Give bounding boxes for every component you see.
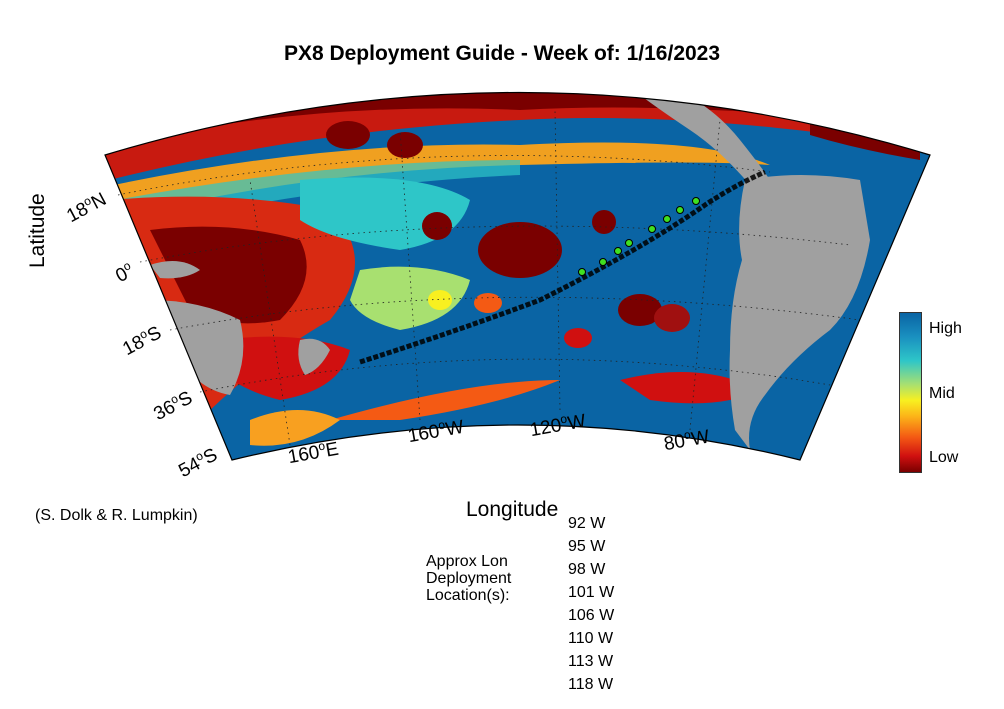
deployment-point [663, 215, 671, 223]
deployment-point [578, 268, 586, 276]
y-axis-label: Latitude [26, 193, 49, 268]
colorbar-mid-label: Mid [929, 385, 955, 402]
x-axis-label: Longitude [466, 498, 559, 521]
colorbar-high-label: High [929, 320, 962, 337]
ocean-map [104, 91, 931, 461]
deployment-longitude: 110 W [568, 630, 614, 647]
colorbar-low-label: Low [929, 449, 959, 466]
graticule [117, 109, 861, 446]
deployment-point [599, 258, 607, 266]
deployment-point [676, 206, 684, 214]
deployment-label: Approx Lon Deployment Location(s): [426, 553, 511, 604]
deployment-longitude: 92 W [568, 515, 606, 532]
colorbar [899, 312, 922, 473]
deployment-label-line: Deployment [426, 570, 512, 587]
deployment-longitude: 106 W [568, 607, 615, 624]
deployment-point [614, 247, 622, 255]
deployment-longitude: 95 W [568, 538, 606, 555]
deployment-points [578, 197, 700, 276]
deployment-label-line: Location(s): [426, 587, 510, 604]
deployment-longitude: 98 W [568, 561, 606, 578]
cruise-track [359, 169, 766, 365]
deployment-point [648, 225, 656, 233]
map-title: PX8 Deployment Guide - Week of: 1/16/202… [283, 42, 721, 65]
deployment-point [625, 239, 633, 247]
credit-text: (S. Dolk & R. Lumpkin) [35, 507, 198, 524]
deployment-longitude-list: 92 W 95 W 98 W 101 W 106 W 110 W 113 W 1… [568, 512, 614, 696]
deployment-point [692, 197, 700, 205]
deployment-longitude: 118 W [568, 676, 614, 693]
deployment-label-line: Approx Lon [426, 553, 508, 570]
deployment-longitude: 113 W [568, 653, 614, 670]
deployment-longitude: 101 W [568, 584, 615, 601]
sst-field [105, 92, 930, 460]
